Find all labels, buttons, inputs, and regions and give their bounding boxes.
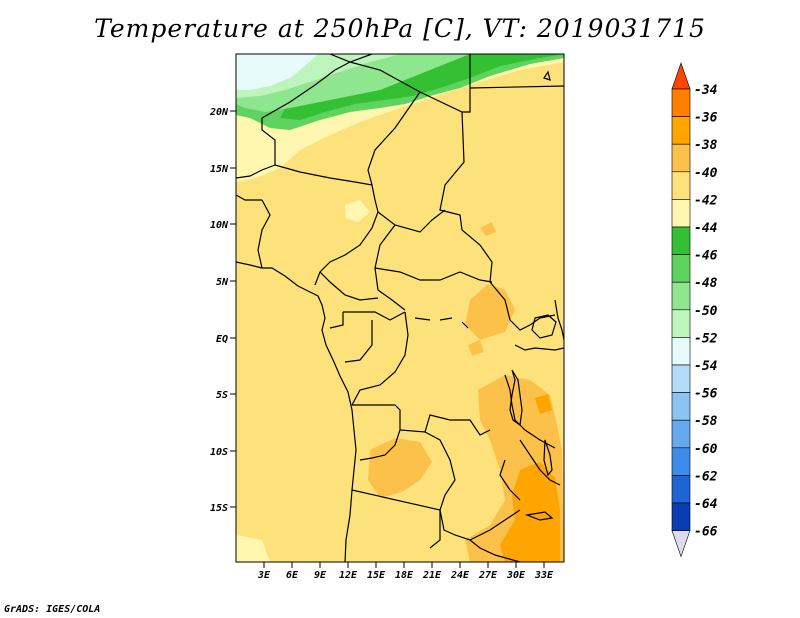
colorbar-label: -60 [694,442,718,457]
colorbar-label: -46 [694,249,718,264]
colorbar-label: -36 [694,111,718,126]
map-borders [236,54,564,562]
coastline-west [236,261,357,562]
lon-label: 30E [506,570,526,581]
lon-label: 24E [450,570,470,581]
lon-label: 3E [257,570,271,581]
lat-label: 10N [210,220,229,231]
colorbar-label: -56 [694,387,718,402]
colorbar-segment [671,199,691,228]
lat-label: 15S [210,503,228,514]
colorbar-segment [671,337,691,366]
colorbar-bottom-arrow [671,530,691,558]
colorbar-label: -34 [694,83,718,98]
lat-label: EQ [216,334,228,345]
colorbar-label: -40 [694,166,718,181]
colorbar-label: -64 [694,497,718,512]
lat-axis: 20N 15N 10N 5N EQ 5S 10S 15S [209,107,236,514]
colorbar-segment [671,143,691,173]
colorbar-label: -52 [694,331,718,346]
lon-label: 33E [534,570,554,581]
colorbar-label: -62 [694,469,718,484]
colorbar-segment [671,281,691,311]
field-patch-orange-small [480,222,496,236]
lon-label: 9E [314,570,327,581]
lon-label: 6E [286,570,299,581]
colorbar-segment [671,171,691,200]
lon-label: 15E [367,570,386,581]
colorbar-segment [671,226,691,255]
colorbar-segment [671,392,691,421]
field-patch-lightyellow-south [236,535,270,562]
colorbar-label: -44 [694,221,718,236]
lon-label: 18E [395,570,414,581]
field-patch-palecyan [236,54,318,90]
field-patch-darkorange [500,462,560,562]
lon-label: 21E [422,570,442,581]
lon-label: 27E [478,570,498,581]
colorbar-segment [671,447,691,476]
field-patch-orange-east [465,284,515,340]
lat-label: 20N [209,107,229,118]
field-patch-darkorange2 [535,394,552,414]
colorbar-label: -58 [694,414,718,429]
map-plot-area [236,54,564,562]
colorbar-segment [671,254,691,283]
colorbar-segment [671,475,691,504]
lon-label: 12E [339,570,358,581]
field-patch-orange-small2 [468,340,484,356]
colorbar-segment [671,419,691,449]
colorbar-segment [671,364,691,393]
map-frame [235,53,565,563]
lat-label: 5S [216,390,228,401]
colorbar-label: -66 [694,525,718,540]
colorbar-label: -50 [694,304,718,319]
lon-axis: 3E 6E 9E 12E 15E 18E 21E 24E 27E 30E 33E [257,562,554,581]
field-patch-lightyellow-mid [345,200,370,222]
footer-credit: GrADS: IGES/COLA [4,604,101,615]
colorbar-segment [671,116,691,145]
colorbar-top-arrow [671,62,691,90]
colorbar-label: -38 [694,138,718,153]
colorbar-label: -42 [694,193,718,208]
field-patch-orange-angola [368,438,432,498]
map-title: Temperature at 250hPa [C], VT: 201903171… [94,14,706,43]
colorbar-segment [671,502,691,531]
colorbar: -34 -36 -38 -40 -42 -44 -46 -48 -50 -52 -54 -56 -58 -… [671,62,718,558]
colorbar-segment [671,309,691,338]
lat-label: 15N [210,164,229,175]
lat-label: 10S [210,447,228,458]
colorbar-label: -48 [694,276,718,291]
colorbar-segment [671,88,691,117]
colorbar-label: -54 [694,359,718,374]
lat-label: 5N [216,277,229,288]
